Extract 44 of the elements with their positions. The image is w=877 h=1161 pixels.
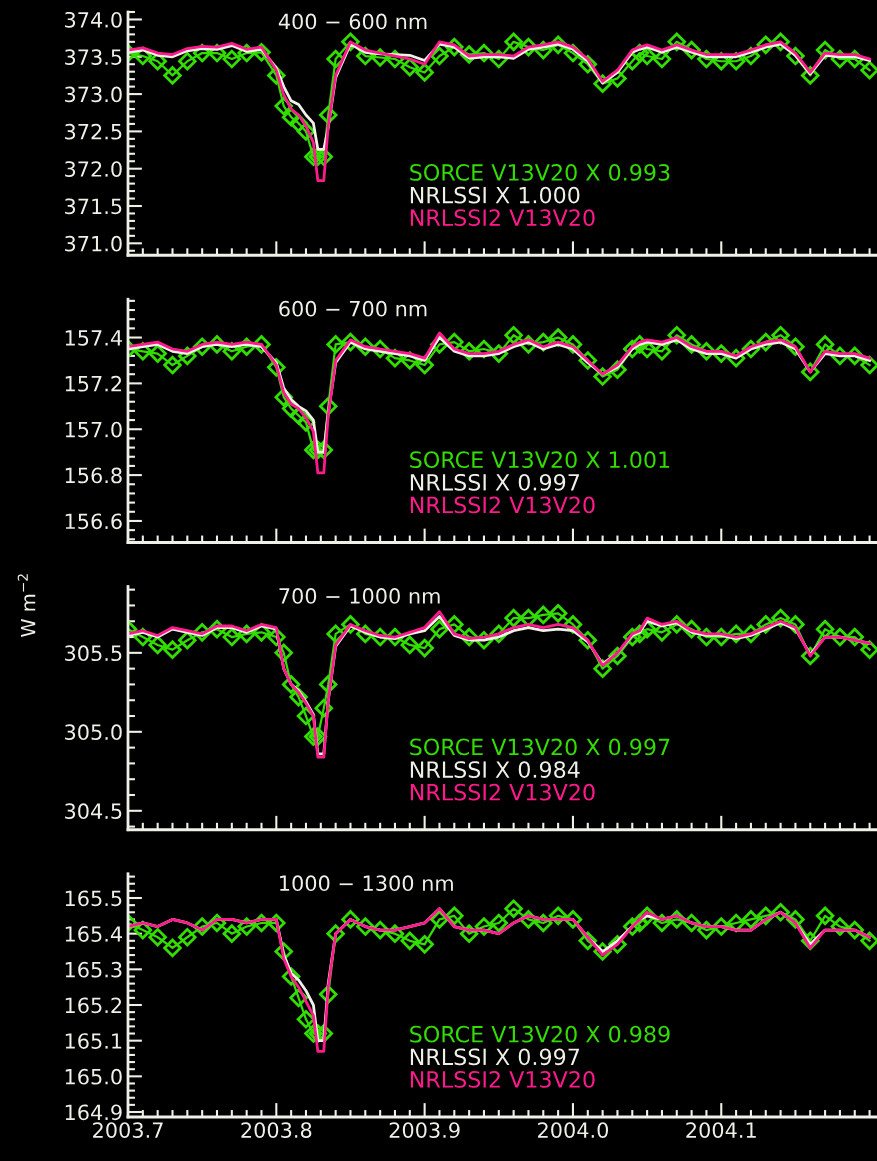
- text: SORCE V13V20 X 0.989: [410, 1025, 670, 1043]
- y-tick-label: 373.5: [65, 49, 122, 65]
- y-tick-label: 305.0: [65, 724, 122, 741]
- text: NRLSSI X 0.997: [410, 473, 579, 491]
- y-tick-label: 165.4: [65, 926, 122, 942]
- chart-title: 700 − 1000 nm: [279, 588, 440, 604]
- text: SORCE V13V20 X 0.997: [410, 738, 670, 756]
- y-tick-label: 157.2: [65, 375, 122, 392]
- text: NRLSSI2 V13V20: [410, 783, 595, 801]
- text: NRLSSI2 V13V20: [410, 496, 595, 514]
- text: SORCE V13V20 X 0.993: [410, 164, 670, 181]
- y-tick-label: 156.8: [65, 467, 122, 484]
- x-tick-label: 2003.9: [389, 1122, 460, 1138]
- x-tick-label: 2004.0: [538, 1122, 609, 1138]
- y-tick-label: 373.0: [65, 86, 122, 103]
- y-tick-label: 372.5: [65, 123, 122, 140]
- y-tick-label: 304.5: [65, 803, 122, 820]
- y-tick-label: 164.9: [65, 1104, 122, 1121]
- text: NRLSSI X 1.000: [410, 186, 580, 204]
- y-tick-label: 372.0: [65, 161, 122, 177]
- y-tick-label: 156.6: [65, 513, 122, 530]
- y-tick-label: 165.0: [65, 1068, 122, 1085]
- text: SORCE V13V20 X 1.001: [410, 451, 670, 469]
- chart-title: 400 − 600 nm: [278, 13, 427, 30]
- text: NRLSSI2 V13V20: [410, 209, 595, 227]
- y-tick-label: 305.5: [65, 645, 122, 662]
- y-tick-label: 165.5: [65, 890, 122, 907]
- y-tick-label: 374.0: [65, 11, 122, 28]
- y-tick-label: 165.2: [65, 997, 122, 1014]
- chart-title: 600 − 700 nm: [279, 300, 427, 317]
- y-tick-label: 157.4: [65, 330, 122, 346]
- y-tick-label: 165.1: [65, 1033, 122, 1049]
- x-tick-label: 2003.8: [241, 1122, 312, 1138]
- chart-title: 1000 − 1300 nm: [280, 875, 453, 892]
- text: NRLSSI X 0.997: [410, 1048, 579, 1066]
- x-tick-label: 2004.1: [686, 1122, 756, 1138]
- y-tick-label: 157.0: [65, 421, 122, 438]
- text: NRLSSI X 0.984: [410, 761, 580, 778]
- y-tick-label: 165.3: [65, 961, 122, 978]
- y-tick-label: 371.5: [65, 198, 122, 215]
- y-tick-label: 371.0: [65, 235, 122, 252]
- text: NRLSSI2 V13V20: [410, 1071, 595, 1088]
- y-axis-title: W m$^{−2}$: [17, 574, 36, 637]
- x-tick-label: 2003.7: [93, 1122, 163, 1138]
